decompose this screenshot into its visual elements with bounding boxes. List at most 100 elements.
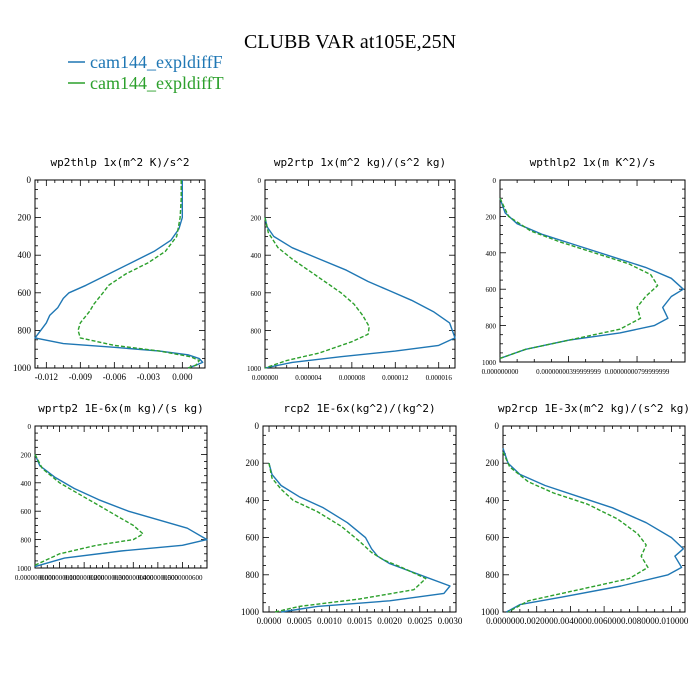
- legend: cam144_expldiffF cam144_expldiffT: [68, 52, 224, 93]
- panels: wp2thlp 1x(m^2 K)/s^202004006008001000-0…: [13, 156, 690, 626]
- x-tick-label: 0.0000000300: [89, 574, 130, 582]
- y-tick-label: 400: [486, 250, 497, 258]
- y-tick-label: 400: [18, 250, 32, 260]
- y-tick-label: 800: [21, 537, 32, 545]
- x-tick-label: 0.000000: [486, 616, 520, 626]
- plot-frame: [499, 179, 686, 363]
- y-tick-label: 0: [258, 177, 262, 185]
- y-tick-label: 600: [486, 286, 497, 294]
- series-line-cam144_expldiffT: [264, 217, 370, 369]
- panel-5: rcp2 1E-6x(kg^2)/(kg^2) 0 200 400 600 800 1000…: [241, 402, 463, 626]
- y-tick-label: 200: [486, 458, 500, 468]
- x-tick-label: -0.003: [137, 372, 161, 382]
- x-tick-label: 0.00000000799999999: [605, 368, 670, 376]
- y-tick-label: 200: [21, 451, 32, 459]
- y-tick-label: 200: [246, 458, 260, 468]
- y-tick-label: 600: [246, 533, 260, 543]
- x-tick-label: 0.000: [172, 372, 193, 382]
- x-tick-label: 0.000004: [295, 374, 322, 382]
- x-tick-label: 0.0025: [407, 616, 432, 626]
- series-line-cam144_expldiffT: [77, 180, 201, 369]
- y-tick-label: 1000: [241, 607, 260, 617]
- series-line-cam144_expldiffF: [34, 180, 204, 369]
- x-tick-label: -0.012: [35, 372, 58, 382]
- x-tick-label: 0.000000: [252, 374, 279, 382]
- panel-2: wp2rtp 1x(m^2 kg)/(s^2 kg) 0 200 400 600 800 1…: [247, 156, 456, 382]
- y-tick-label: 0: [255, 421, 260, 431]
- y-tick-label: 1000: [13, 363, 32, 373]
- y-tick-label: 400: [246, 495, 260, 505]
- x-tick-label: 0.002000: [520, 616, 554, 626]
- panel-6: wp2rcp 1E-3x(m^2 kg)/(s^2 kg) 0 200 400 600 8…: [481, 402, 690, 626]
- panel-3: wpthlp2 1x(m K^2)/s020040060080010000.00…: [482, 156, 686, 376]
- x-tick-label: -0.009: [69, 372, 93, 382]
- y-tick-label: 1000: [247, 365, 262, 373]
- panel-title: wpthlp2 1x(m K^2)/s: [530, 156, 656, 169]
- x-tick-label: 0.010000: [655, 616, 689, 626]
- x-tick-label: 0.0000000000: [15, 574, 56, 582]
- y-tick-label: 600: [486, 533, 500, 543]
- x-tick-label: -0.006: [103, 372, 127, 382]
- figure-title: CLUBB VAR at105E,25N: [244, 31, 456, 53]
- x-tick-label: 0.0005: [287, 616, 312, 626]
- legend-label-expldiffT: cam144_expldiffT: [90, 73, 224, 93]
- plot-frame: [502, 425, 686, 613]
- series-line-cam144_expldiffT: [268, 463, 427, 613]
- series-line-cam144_expldiffT: [502, 451, 649, 613]
- plot-frame: [264, 179, 456, 369]
- x-tick-label: 0.000000000: [482, 368, 519, 376]
- x-tick-label: 0.000008: [339, 374, 366, 382]
- x-tick-label: 0.0000000500: [138, 574, 179, 582]
- panel-4: wprtp2 1E-6x(m kg)/(s kg) 0 200 400 600 800 10…: [15, 402, 208, 582]
- plot-frame: [34, 425, 208, 569]
- panel-title: wp2rcp 1E-3x(m^2 kg)/(s^2 kg): [498, 402, 690, 415]
- y-tick-label: 200: [251, 215, 262, 223]
- panel-1: wp2thlp 1x(m^2 K)/s^202004006008001000-0…: [13, 156, 206, 382]
- x-tick-label: 0.0000: [257, 616, 282, 626]
- y-tick-label: 800: [251, 327, 262, 335]
- x-tick-label: 0.008000: [621, 616, 655, 626]
- y-tick-label: 400: [486, 495, 500, 505]
- panel-title: wp2rtp 1x(m^2 kg)/(s^2 kg): [274, 156, 446, 169]
- x-tick-label: 0.0010: [317, 616, 342, 626]
- y-tick-label: 200: [486, 213, 497, 221]
- x-tick-label: 0.0015: [347, 616, 372, 626]
- x-tick-label: 0.000012: [382, 374, 409, 382]
- y-tick-label: 600: [251, 290, 262, 298]
- legend-label-expldiffF: cam144_expldiffF: [90, 52, 223, 72]
- panel-title: wprtp2 1E-6x(m kg)/(s kg): [38, 402, 204, 415]
- series-line-cam144_expldiffF: [264, 217, 456, 369]
- panel-title: rcp2 1E-6x(kg^2)/(kg^2): [283, 402, 435, 415]
- x-tick-label: 0.0020: [377, 616, 402, 626]
- series-line-cam144_expldiffF: [34, 454, 208, 568]
- y-tick-label: 800: [246, 570, 260, 580]
- y-tick-label: 800: [18, 325, 32, 335]
- y-tick-label: 0: [28, 423, 32, 431]
- series-line-cam144_expldiffF: [502, 448, 684, 613]
- y-tick-label: 0: [27, 175, 32, 185]
- y-tick-label: 800: [486, 570, 500, 580]
- x-tick-label: 0.0000000400: [113, 574, 154, 582]
- y-tick-label: 400: [21, 480, 32, 488]
- x-tick-label: 0.006000: [587, 616, 621, 626]
- x-tick-label: 0.0000000200: [64, 574, 105, 582]
- x-tick-label: 0.004000: [554, 616, 588, 626]
- x-tick-label: 0.0000000600: [162, 574, 203, 582]
- series-line-cam144_expldiffF: [499, 197, 684, 360]
- series-line-cam144_expldiffT: [499, 197, 659, 360]
- x-tick-label: 0.00000000399999999: [536, 368, 601, 376]
- y-tick-label: 800: [486, 323, 497, 331]
- y-tick-label: 0: [495, 421, 500, 431]
- y-tick-label: 200: [18, 213, 32, 223]
- x-tick-label: 0.0000000100: [39, 574, 80, 582]
- y-tick-label: 1000: [482, 359, 497, 367]
- series-line-cam144_expldiffF: [268, 463, 451, 613]
- y-tick-label: 1000: [481, 607, 500, 617]
- plot-frame: [34, 179, 206, 369]
- y-tick-label: 1000: [17, 565, 32, 573]
- plot-frame: [262, 425, 457, 613]
- y-tick-label: 600: [21, 508, 32, 516]
- y-tick-label: 400: [251, 252, 262, 260]
- series-line-cam144_expldiffT: [34, 454, 144, 566]
